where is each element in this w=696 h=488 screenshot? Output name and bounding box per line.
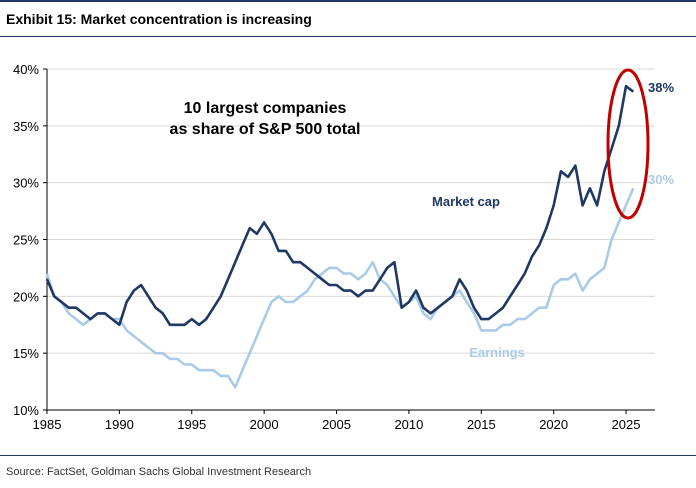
x-tick-label-2015: 2015 bbox=[467, 417, 496, 432]
x-tick-label-2020: 2020 bbox=[539, 417, 568, 432]
annotation-38-percent: 38% bbox=[648, 80, 674, 95]
x-tick-label-1990: 1990 bbox=[105, 417, 134, 432]
footer-rule bbox=[0, 455, 696, 456]
x-tick-label-2000: 2000 bbox=[250, 417, 279, 432]
annotation-30-percent: 30% bbox=[648, 172, 674, 187]
highlight-ellipse bbox=[606, 68, 650, 220]
line-chart: 10% 15% 20% 25% 30% 35% 40% 1985 1990 1995 2000 20… bbox=[13, 62, 674, 432]
x-tick-labels: 1985 1990 1995 2000 2005 2010 2015 2020 2025 bbox=[33, 410, 641, 432]
y-tick-label-20: 20% bbox=[13, 289, 39, 304]
series-label-earnings: Earnings bbox=[469, 345, 525, 360]
y-tick-label-30: 30% bbox=[13, 176, 39, 191]
y-tick-label-15: 15% bbox=[13, 346, 39, 361]
subtitle-line-1: 10 largest companies bbox=[184, 100, 347, 117]
series-line-market-cap bbox=[45, 84, 635, 327]
title-top-rule bbox=[0, 0, 696, 2]
series-label-market-cap: Market cap bbox=[432, 194, 500, 209]
subtitle-line-2: as share of S&P 500 total bbox=[170, 121, 361, 138]
y-tick-label-40: 40% bbox=[13, 62, 39, 77]
series-line-earnings bbox=[45, 187, 635, 389]
title-bottom-rule bbox=[0, 36, 696, 37]
x-tick-label-2025: 2025 bbox=[612, 417, 641, 432]
x-tick-label-1995: 1995 bbox=[177, 417, 206, 432]
x-tick-label-1985: 1985 bbox=[33, 417, 62, 432]
exhibit-title: Exhibit 15: Market concentration is incr… bbox=[6, 11, 312, 27]
source-note: Source: FactSet, Goldman Sachs Global In… bbox=[6, 466, 312, 478]
y-tick-label-25: 25% bbox=[13, 233, 39, 248]
y-tick-label-10: 10% bbox=[13, 403, 39, 418]
x-tick-label-2010: 2010 bbox=[394, 417, 423, 432]
gridlines bbox=[47, 68, 655, 354]
y-tick-labels: 10% 15% 20% 25% 30% 35% 40% bbox=[13, 62, 47, 418]
y-tick-label-35: 35% bbox=[13, 119, 39, 134]
x-tick-label-2005: 2005 bbox=[322, 417, 351, 432]
series-lines bbox=[45, 84, 635, 389]
